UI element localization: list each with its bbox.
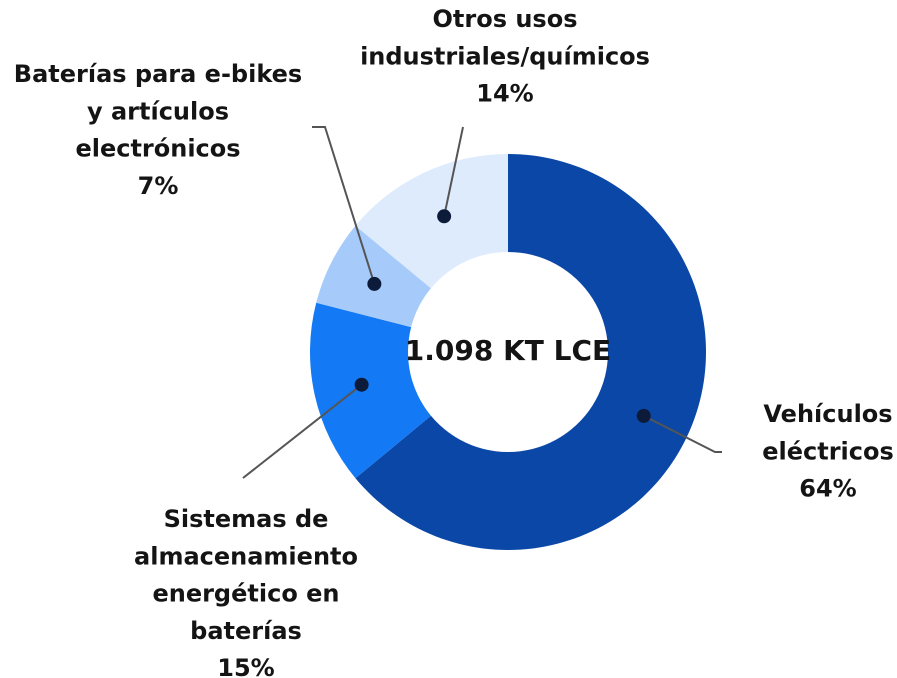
donut-slice (355, 154, 508, 289)
slice-label: y artículos (87, 97, 229, 125)
slice-label: Sistemas de (164, 505, 329, 533)
slice-label: Otros usos (433, 5, 578, 33)
slice-label: energético en (152, 580, 339, 608)
slice-label: almacenamiento (134, 542, 358, 570)
value-label: 7% (138, 172, 179, 200)
value-label: 15% (217, 654, 274, 678)
leader-line (443, 126, 464, 217)
leader-dot (367, 276, 382, 291)
slice-label: eléctricos (762, 437, 894, 465)
slice-label: Vehículos (763, 400, 892, 428)
donut (310, 154, 706, 550)
leader-dot (437, 209, 452, 224)
donut-slice (355, 154, 706, 550)
slice-label: baterías (190, 617, 302, 645)
leader-dot (354, 377, 369, 392)
donut-slice (310, 302, 431, 479)
slice-label: industriales/químicos (360, 42, 650, 70)
leader-dot (636, 408, 651, 423)
slice-label: electrónicos (75, 135, 240, 163)
value-label: 14% (476, 80, 533, 108)
center-label: 1.098 KT LCE (405, 334, 611, 367)
leader-line (242, 383, 363, 479)
value-label: 64% (799, 475, 856, 503)
leader-line (643, 414, 722, 453)
slice-label: Baterías para e-bikes (14, 60, 302, 88)
donut-slice (316, 225, 431, 328)
leader-line (312, 126, 376, 285)
